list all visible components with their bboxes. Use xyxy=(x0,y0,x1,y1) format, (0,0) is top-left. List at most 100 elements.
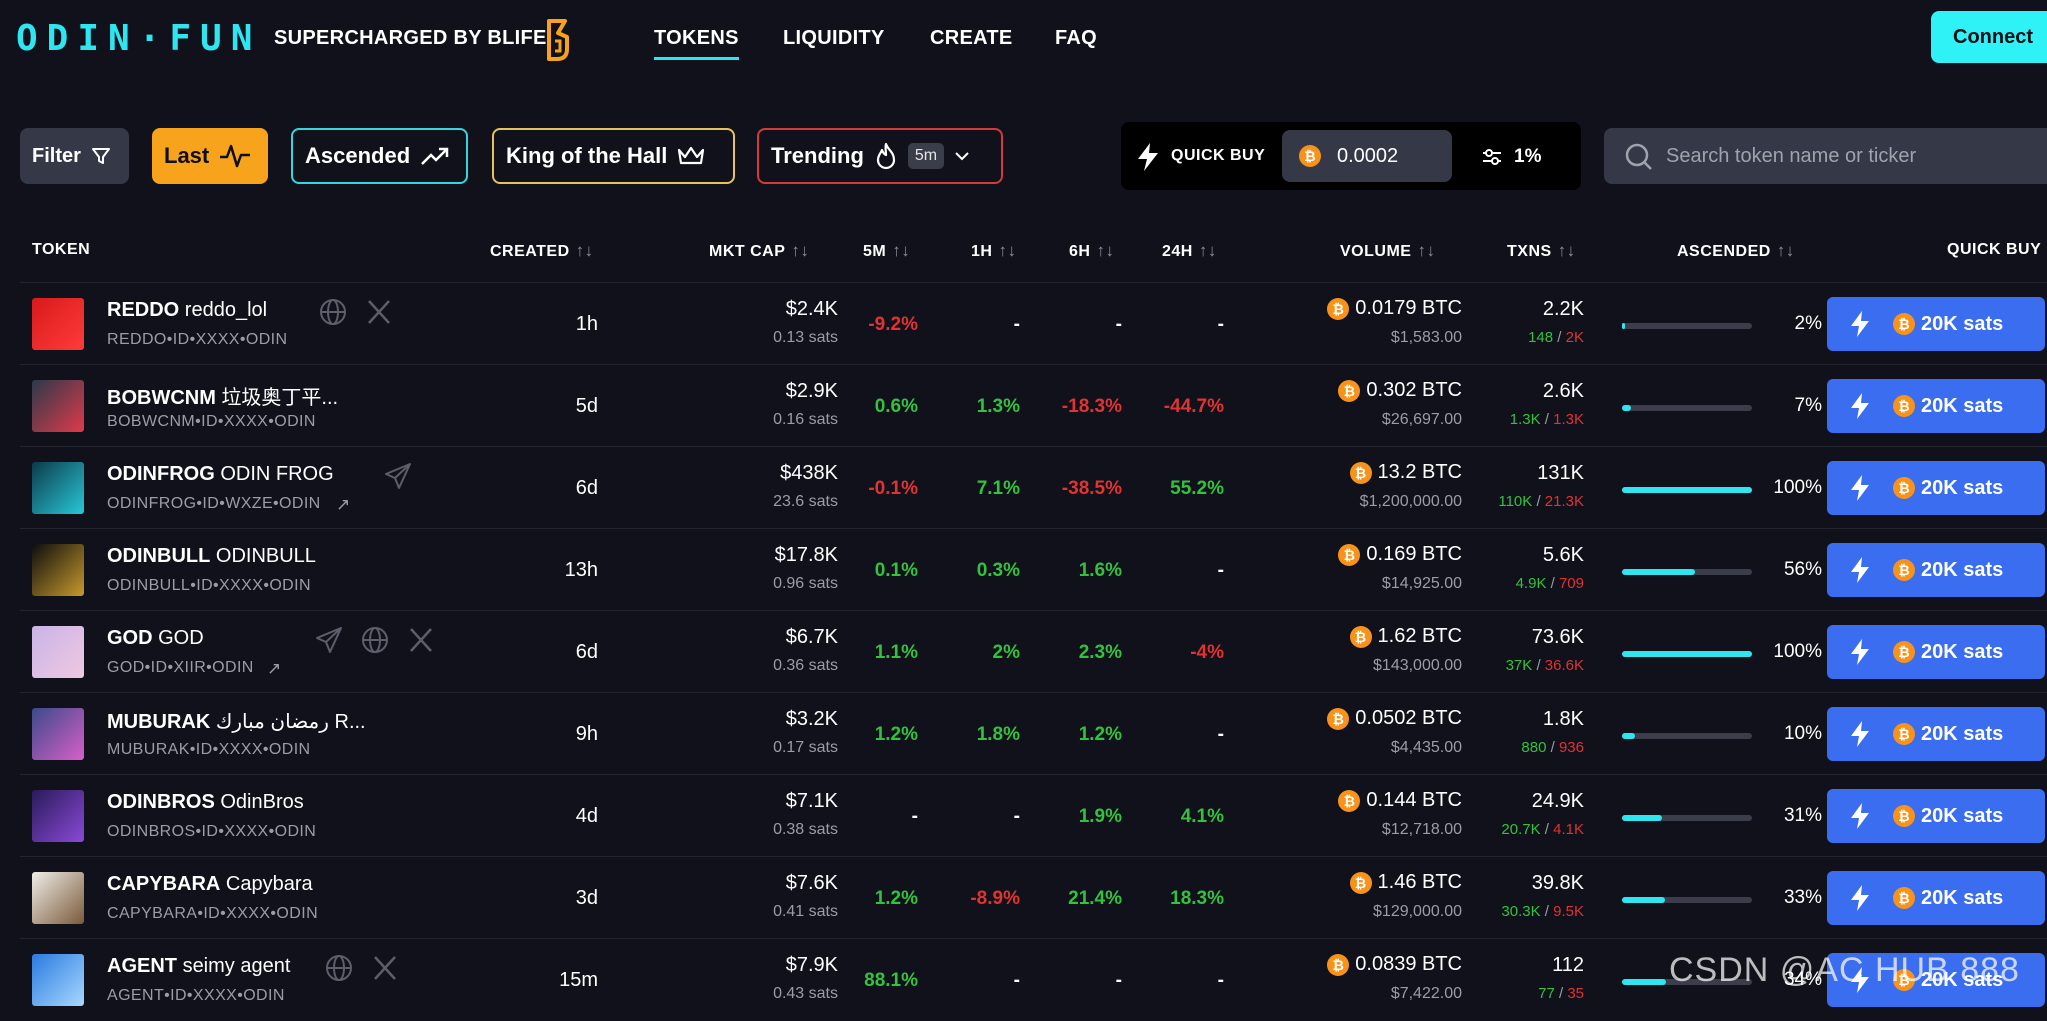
quick-buy-button[interactable]: ₿ 20K sats xyxy=(1827,461,2045,515)
globe-icon[interactable] xyxy=(324,953,354,983)
header-txns[interactable]: TXNS ↑↓ xyxy=(1507,241,1576,260)
header-24h[interactable]: 24H ↑↓ xyxy=(1162,241,1217,260)
timeframe-badge[interactable]: 5m xyxy=(907,143,945,169)
header-6h[interactable]: 6H ↑↓ xyxy=(1069,241,1115,260)
quick-buy-label: 20K sats xyxy=(1921,476,2004,499)
token-name[interactable]: BOBWCNM 垃圾奥丁平... xyxy=(107,387,339,409)
token-avatar[interactable] xyxy=(32,462,84,514)
token-name[interactable]: REDDO reddo_lol xyxy=(107,299,268,321)
slippage-value[interactable]: 1% xyxy=(1514,146,1542,167)
odin-fun-logo[interactable]: ODIN·FUN xyxy=(16,18,262,59)
token-name[interactable]: ODINBROS OdinBros xyxy=(107,791,304,813)
quick-buy-button[interactable]: ₿ 20K sats xyxy=(1827,543,2045,597)
x-twitter-icon[interactable] xyxy=(364,297,394,327)
token-price: 23.6 sats xyxy=(773,493,838,510)
trending-filter-button[interactable]: Trending 5m xyxy=(757,128,1003,184)
external-link-icon[interactable]: ↗ xyxy=(267,659,282,678)
token-avatar[interactable] xyxy=(32,298,84,350)
x-twitter-icon[interactable] xyxy=(370,953,400,983)
filter-button[interactable]: Filter xyxy=(20,128,129,184)
token-row[interactable]: BOBWCNM 垃圾奥丁平... BOBWCNM•ID•XXXX•ODIN 5d $2… xyxy=(20,364,2047,447)
token-avatar[interactable] xyxy=(32,380,84,432)
token-row[interactable]: ODINBULL ODINBULL ODINBULL•ID•XXXX•ODIN 13… xyxy=(20,528,2047,611)
king-of-the-hall-button[interactable]: King of the Hall xyxy=(492,128,735,184)
ascended-progress-fill xyxy=(1622,323,1625,329)
flame-icon xyxy=(876,142,895,170)
created-age: 13h xyxy=(564,559,598,581)
nav-tokens[interactable]: TOKENS xyxy=(654,27,739,60)
token-avatar[interactable] xyxy=(32,626,84,678)
telegram-icon[interactable] xyxy=(314,625,344,655)
token-row[interactable]: ODINFROG ODIN FROG ODINFROG•ID•WXZE•ODIN 6… xyxy=(20,446,2047,529)
change-24h: - xyxy=(1217,724,1224,745)
funnel-icon xyxy=(91,148,110,164)
token-name[interactable]: MUBURAK رمضان مبارك R... xyxy=(107,711,366,733)
token-avatar[interactable] xyxy=(32,872,84,924)
bitcoin-icon: ₿ xyxy=(1327,297,1350,320)
header-5m[interactable]: 5M ↑↓ xyxy=(863,241,911,260)
header-ascended[interactable]: ASCENDED ↑↓ xyxy=(1677,241,1795,260)
change-5m: -9.2% xyxy=(868,314,918,335)
quick-buy-button[interactable]: ₿ 20K sats xyxy=(1827,297,2045,351)
token-avatar[interactable] xyxy=(32,954,84,1006)
buy-count: 20.7K xyxy=(1501,821,1541,838)
sliders-icon[interactable] xyxy=(1481,147,1503,167)
quick-buy-button[interactable]: ₿ 20K sats xyxy=(1827,871,2045,925)
sort-icon: ↑↓ xyxy=(575,241,594,260)
watermark-text: CSDN @AC HUB 888 xyxy=(1669,951,2020,989)
token-name[interactable]: AGENT seimy agent xyxy=(107,955,291,977)
nav-create[interactable]: CREATE xyxy=(930,27,1013,49)
last-sort-button[interactable]: Last xyxy=(152,128,268,184)
globe-icon[interactable] xyxy=(318,297,348,327)
lightning-icon xyxy=(1851,803,1869,829)
token-price: 0.36 sats xyxy=(773,657,838,674)
sell-count: 1.3K xyxy=(1553,411,1584,428)
token-row[interactable]: CAPYBARA Capybara CAPYBARA•ID•XXXX•ODIN 3d… xyxy=(20,856,2047,939)
header-token: TOKEN xyxy=(32,241,91,258)
header-created[interactable]: CREATED ↑↓ xyxy=(490,241,594,260)
token-avatar[interactable] xyxy=(32,544,84,596)
telegram-icon[interactable] xyxy=(383,461,413,491)
token-name[interactable]: ODINBULL ODINBULL xyxy=(107,545,316,567)
header-volume[interactable]: VOLUME ↑↓ xyxy=(1340,241,1436,260)
token-row[interactable]: ODINBROS OdinBros ODINBROS•ID•XXXX•ODIN 4d… xyxy=(20,774,2047,857)
quick-buy-button[interactable]: ₿ 20K sats xyxy=(1827,953,2045,1007)
quick-buy-button[interactable]: ₿ 20K sats xyxy=(1827,625,2045,679)
quick-buy-button[interactable]: ₿ 20K sats xyxy=(1827,707,2045,761)
txns-split: 37K / 36.6K xyxy=(1505,657,1584,674)
nav-faq[interactable]: FAQ xyxy=(1055,27,1098,49)
ascended-progress-bar xyxy=(1622,487,1752,493)
x-twitter-icon[interactable] xyxy=(406,625,436,655)
volume-btc: ₿ 0.0502 BTC xyxy=(1260,707,1462,730)
search-input[interactable]: Search token name or ticker xyxy=(1604,128,2047,184)
chevron-down-icon[interactable] xyxy=(954,150,970,162)
buy-count: 30.3K xyxy=(1501,903,1541,920)
ascended-progress-fill xyxy=(1622,815,1663,821)
globe-icon[interactable] xyxy=(360,625,390,655)
token-avatar[interactable] xyxy=(32,708,84,760)
token-row[interactable]: GOD GOD GOD•ID•XIIR•ODIN 6d $6.7K 0.36 sats 1… xyxy=(20,610,2047,693)
quick-buy-button[interactable]: ₿ 20K sats xyxy=(1827,379,2045,433)
king-label: King of the Hall xyxy=(506,143,668,168)
external-link-icon[interactable]: ↗ xyxy=(336,495,351,514)
quick-buy-amount-input[interactable]: ₿ 0.0002 xyxy=(1282,130,1452,182)
ascended-percent: 10% xyxy=(1783,723,1822,744)
token-name[interactable]: GOD GOD xyxy=(107,627,204,649)
bitcoin-icon: ₿ xyxy=(1893,969,1915,991)
blife-logo-icon xyxy=(547,19,569,61)
token-row[interactable]: AGENT seimy agent AGENT•ID•XXXX•ODIN 15m $7… xyxy=(20,938,2047,1021)
bitcoin-icon: ₿ xyxy=(1338,543,1361,566)
token-avatar[interactable] xyxy=(32,790,84,842)
token-row[interactable]: MUBURAK رمضان مبارك R... MUBURAK•ID•XXXX•… xyxy=(20,692,2047,775)
token-name[interactable]: CAPYBARA Capybara xyxy=(107,873,313,895)
trending-label: Trending xyxy=(771,143,864,168)
token-name[interactable]: ODINFROG ODIN FROG xyxy=(107,463,334,485)
quick-buy-button[interactable]: ₿ 20K sats xyxy=(1827,789,2045,843)
bitcoin-icon: ₿ xyxy=(1893,559,1915,581)
token-row[interactable]: REDDO reddo_lol REDDO•ID•XXXX•ODIN 1h $2.4K… xyxy=(20,282,2047,365)
nav-liquidity[interactable]: LIQUIDITY xyxy=(783,27,885,49)
connect-button[interactable]: Connect xyxy=(1931,11,2047,63)
ascended-filter-button[interactable]: Ascended xyxy=(291,128,468,184)
header-1h[interactable]: 1H ↑↓ xyxy=(971,241,1017,260)
header-mkt-cap[interactable]: MKT CAP ↑↓ xyxy=(709,241,810,260)
